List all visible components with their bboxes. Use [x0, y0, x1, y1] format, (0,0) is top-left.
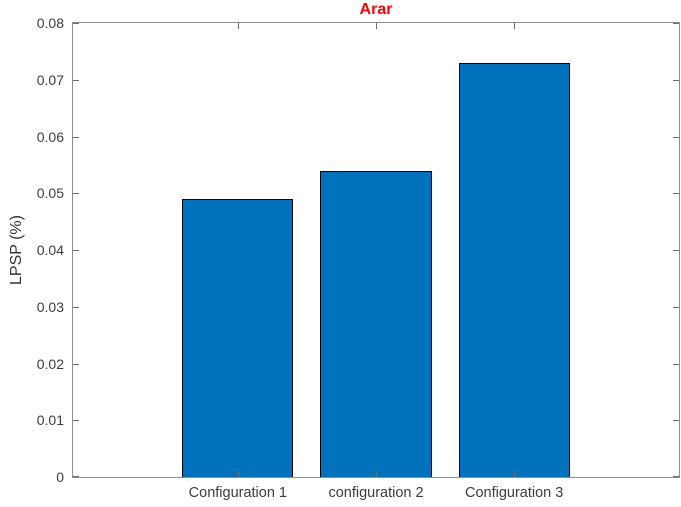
y-tick-mark-left	[73, 193, 79, 195]
y-tick-mark-right	[673, 306, 679, 308]
y-tick-mark-left	[73, 306, 79, 308]
y-tick-mark-right	[673, 363, 679, 365]
y-tick-mark-left	[73, 23, 79, 24]
bar-1[interactable]	[182, 198, 294, 477]
y-tick-mark-left	[73, 79, 79, 81]
x-tick-label: Configuration 3	[464, 485, 564, 501]
y-tick-label: 0	[56, 469, 64, 485]
y-tick-mark-right	[673, 476, 679, 477]
bar-2[interactable]	[320, 170, 432, 477]
y-tick-mark-right	[673, 420, 679, 422]
x-tick-mark-top	[514, 23, 516, 29]
y-tick-label: 0.02	[36, 355, 64, 372]
y-tick-label: 0.03	[36, 298, 64, 315]
y-tick-mark-left	[73, 363, 79, 365]
x-tick-mark-top	[237, 23, 239, 29]
x-tick-mark-bottom	[514, 471, 516, 477]
y-tick-mark-right	[673, 23, 679, 24]
x-tick-mark-bottom	[376, 471, 377, 477]
y-tick-mark-right	[673, 193, 679, 195]
x-tick-mark-top	[376, 23, 377, 29]
x-tick-mark-bottom	[237, 471, 239, 477]
y-tick-label: 0.08	[36, 15, 64, 31]
y-tick-label: 0.06	[36, 128, 64, 145]
y-tick-label: 0.05	[36, 185, 64, 202]
bar-3[interactable]	[458, 62, 570, 477]
y-tick-mark-left	[73, 136, 79, 138]
x-tick-label: Configuration 1	[188, 485, 287, 501]
y-tick-mark-left	[73, 476, 79, 477]
chart-title: Arar	[359, 1, 393, 18]
y-tick-mark-left	[73, 250, 79, 251]
y-tick-mark-right	[673, 136, 679, 138]
y-tick-mark-left	[73, 420, 79, 422]
y-axis-label: LPSP (%)	[8, 215, 25, 285]
y-tick-mark-right	[673, 79, 679, 81]
x-tick-label: configuration 2	[328, 485, 424, 501]
y-tick-label: 0.07	[36, 71, 64, 88]
plot-area: 0 0.01 0.02 0.03 0.04 0.05 0.06 0.07 0.08 Configu…	[37, 15, 680, 501]
y-tick-label: 0.01	[36, 412, 64, 429]
y-tick-label: 0.04	[36, 242, 64, 258]
y-tick-mark-right	[673, 250, 679, 251]
